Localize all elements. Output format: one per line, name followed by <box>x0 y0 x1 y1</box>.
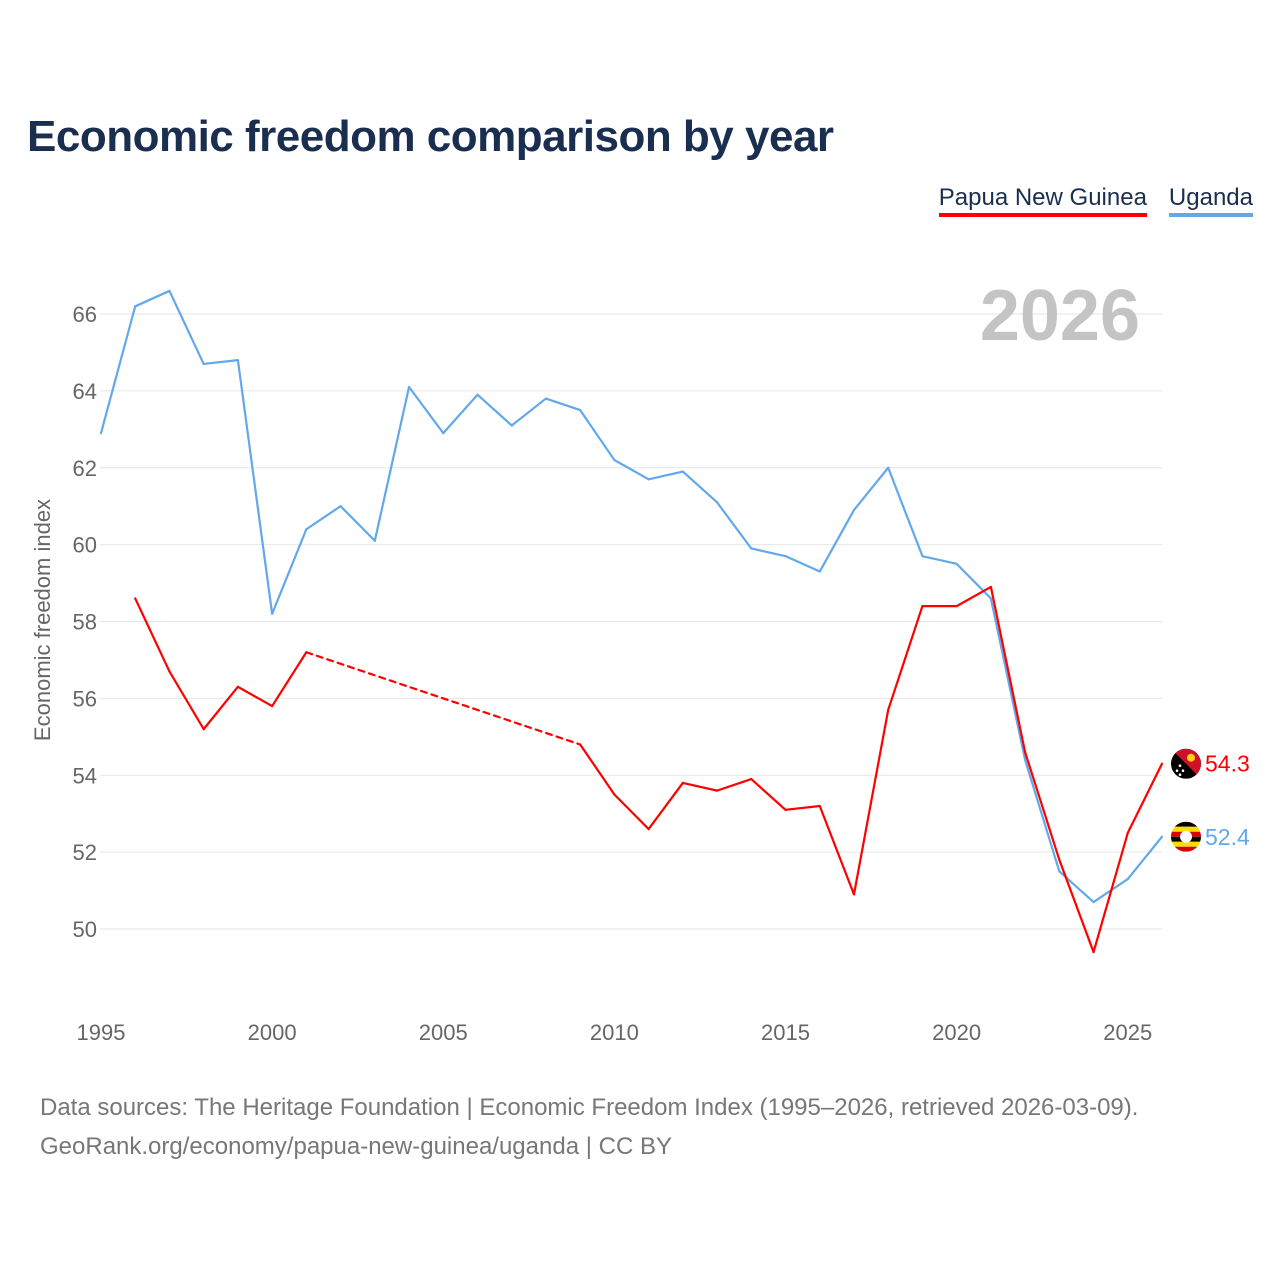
series-segment-uganda <box>373 385 411 542</box>
series-segment-uganda <box>202 359 240 366</box>
y-tick-label: 54 <box>73 763 97 788</box>
series-segment-papua-new-guinea <box>202 685 240 731</box>
series-segment-uganda <box>99 305 137 435</box>
y-tick-label: 52 <box>73 840 97 865</box>
series-segment-uganda <box>510 397 548 427</box>
series-segment-uganda <box>407 385 445 435</box>
series-segment-papua-new-guinea <box>784 804 821 811</box>
y-tick-label: 62 <box>73 456 97 481</box>
series-segment-uganda <box>476 393 513 427</box>
series-segment-papua-new-guinea <box>681 781 719 792</box>
series-segment-papua-new-guinea <box>613 793 650 831</box>
series-segment-papua-new-guinea <box>305 651 582 746</box>
series-segment-papua-new-guinea <box>1058 858 1095 954</box>
series-segment-papua-new-guinea <box>750 777 787 811</box>
footer: Data sources: The Heritage Foundation | … <box>40 1088 1138 1166</box>
series-segment-papua-new-guinea <box>1126 762 1164 835</box>
series-segment-uganda <box>1023 758 1061 873</box>
series-segment-uganda <box>168 289 205 366</box>
year-watermark: 2026 <box>980 276 1140 356</box>
x-tick-label: 2025 <box>1103 1020 1152 1045</box>
series-segment-uganda <box>887 466 924 558</box>
footer-sources: Data sources: The Heritage Foundation | … <box>40 1094 1139 1121</box>
series-segment-uganda <box>955 562 992 600</box>
series-segment-uganda <box>613 458 650 481</box>
series-segment-papua-new-guinea <box>134 597 171 673</box>
series-segment-uganda <box>544 397 582 412</box>
series-segment-uganda <box>852 466 890 512</box>
series-segment-uganda <box>339 505 376 542</box>
series-segment-uganda <box>1126 835 1164 881</box>
series-segment-uganda <box>271 528 308 615</box>
series-segment-papua-new-guinea <box>168 670 205 731</box>
end-value-label: 54.3 <box>1205 751 1250 777</box>
series-segment-uganda <box>989 597 1027 761</box>
series-segment-papua-new-guinea <box>715 777 753 792</box>
x-tick-label: 2015 <box>761 1020 810 1045</box>
series-segment-uganda <box>715 501 753 550</box>
series-segment-papua-new-guinea <box>647 781 684 831</box>
series-segment-papua-new-guinea <box>1092 831 1129 954</box>
y-tick-label: 66 <box>73 302 97 327</box>
series-segment-papua-new-guinea <box>955 585 992 608</box>
series-segment-uganda <box>818 508 856 573</box>
series-segment-papua-new-guinea <box>271 651 308 708</box>
series-segment-papua-new-guinea <box>989 585 1027 754</box>
y-tick-label: 56 <box>73 686 97 711</box>
series-segment-papua-new-guinea <box>579 743 616 796</box>
x-tick-label: 1995 <box>77 1020 126 1045</box>
y-tick-label: 64 <box>73 379 97 404</box>
y-tick-label: 60 <box>73 533 97 558</box>
legend-uganda[interactable]: Uganda <box>1168 184 1253 217</box>
series-segment-uganda <box>579 408 616 462</box>
series-segment-uganda <box>921 555 958 565</box>
uganda-flag-icon <box>1171 821 1201 852</box>
x-tick-label: 2000 <box>248 1020 297 1045</box>
series-segment-uganda <box>442 393 479 435</box>
series-segment-uganda <box>305 505 342 531</box>
legend: Papua New Guinea Uganda <box>938 184 1253 217</box>
legend-papua-new-guinea[interactable]: Papua New Guinea <box>938 184 1147 217</box>
series-segment-uganda <box>647 470 684 481</box>
series-segment-papua-new-guinea <box>852 708 890 896</box>
y-tick-label: 58 <box>73 610 97 635</box>
series-segment-papua-new-guinea <box>818 804 856 896</box>
series-segment-uganda <box>784 555 821 573</box>
series-segment-papua-new-guinea <box>236 685 274 708</box>
series-segment-uganda <box>750 547 787 558</box>
y-tick-label: 50 <box>73 917 97 942</box>
series-segment-uganda <box>134 289 171 308</box>
series-segment-uganda <box>681 470 719 504</box>
end-value-label: 52.4 <box>1205 824 1250 850</box>
footer-url: GeoRank.org/economy/papua-new-guinea/uga… <box>40 1133 672 1160</box>
x-tick-label: 2005 <box>419 1020 468 1045</box>
series-segment-papua-new-guinea <box>1023 751 1061 861</box>
x-tick-label: 2010 <box>590 1020 639 1045</box>
x-tick-label: 2020 <box>932 1020 981 1045</box>
chart-title: Economic freedom comparison by year <box>27 112 834 161</box>
series-segment-papua-new-guinea <box>887 605 924 712</box>
papua-new-guinea-flag-icon <box>1171 748 1201 779</box>
y-axis-label: Economic freedom index <box>30 499 55 741</box>
series-segment-uganda <box>236 359 274 615</box>
